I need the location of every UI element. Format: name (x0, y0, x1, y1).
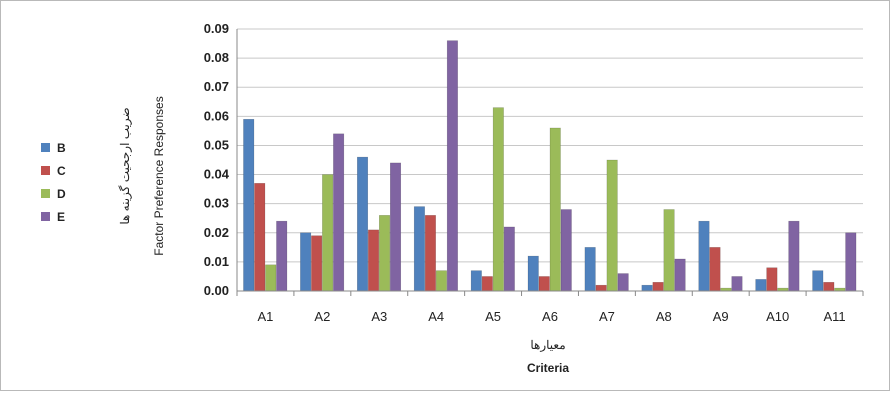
bar-B-A10 (755, 279, 767, 292)
bar-E-A4 (446, 40, 458, 292)
bar-B-A1 (243, 118, 255, 292)
y-tick-label: 0.02 (204, 225, 229, 240)
bar-D-A7 (606, 159, 618, 292)
bar-C-A11 (823, 282, 835, 292)
bar-B-A8 (641, 284, 653, 292)
legend-swatch-B (41, 143, 50, 152)
bar-B-A2 (300, 232, 312, 292)
x-category-label: A7 (599, 309, 615, 324)
bars (243, 40, 857, 292)
x-category-label: A9 (713, 309, 729, 324)
bar-D-A8 (663, 209, 675, 292)
bar-C-A2 (311, 235, 323, 292)
bar-E-A2 (333, 133, 345, 292)
x-axis-title: Criteria (527, 361, 569, 375)
legend-label: B (57, 141, 66, 155)
bar-C-A6 (538, 276, 550, 292)
x-category-label: A6 (542, 309, 558, 324)
bar-B-A9 (698, 220, 710, 292)
bar-E-A6 (560, 209, 572, 292)
legend-label: D (57, 187, 66, 201)
bar-D-A6 (549, 127, 561, 292)
bar-E-A8 (674, 258, 686, 292)
bar-D-A1 (265, 264, 277, 292)
x-category-label: A8 (656, 309, 672, 324)
bar-D-A5 (492, 107, 504, 292)
x-category-label: A3 (371, 309, 387, 324)
bar-E-A10 (788, 220, 800, 292)
legend-swatch-E (41, 212, 50, 221)
bar-E-A7 (617, 273, 629, 292)
x-axis-categories: A1 A2 A3 A4 A5 A6 A7 A8 A9 A10 A11 (258, 309, 846, 324)
bar-E-A3 (390, 162, 402, 292)
bar-B-A6 (527, 255, 539, 292)
bar-E-A5 (503, 226, 515, 292)
x-category-label: A5 (485, 309, 501, 324)
bar-E-A9 (731, 276, 743, 292)
bar-D-A4 (435, 270, 447, 292)
legend-swatch-D (41, 189, 50, 198)
y-tick-label: 0.07 (204, 79, 229, 94)
axes (236, 29, 864, 296)
bar-E-A11 (845, 232, 857, 292)
bar-C-A1 (254, 183, 266, 292)
bar-E-A1 (276, 220, 288, 292)
y-tick-label: 0.06 (204, 108, 229, 123)
bar-B-A5 (470, 270, 482, 292)
bar-C-A3 (368, 229, 380, 292)
y-tick-label: 0.00 (204, 283, 229, 298)
legend-swatch-C (41, 166, 50, 175)
y-tick-label: 0.01 (204, 254, 229, 269)
bar-C-A9 (709, 247, 721, 292)
y-tick-label: 0.04 (204, 167, 230, 182)
bar-C-A10 (766, 267, 778, 292)
x-axis-title-persian: معیارها (530, 338, 565, 352)
y-tick-label: 0.08 (204, 50, 229, 65)
x-category-label: A4 (428, 309, 444, 324)
legend-label: E (57, 210, 65, 224)
x-category-label: A2 (314, 309, 330, 324)
y-tick-label: 0.09 (204, 21, 229, 36)
legend-label: C (57, 164, 66, 178)
bar-C-A4 (424, 215, 436, 292)
bar-C-A5 (481, 276, 493, 292)
y-axis-title: Factor Preference Responses (152, 96, 166, 255)
bar-C-A7 (595, 284, 607, 292)
x-category-label: A10 (766, 309, 789, 324)
bar-D-A2 (322, 174, 334, 292)
bar-C-A8 (652, 282, 664, 292)
bar-B-A11 (812, 270, 824, 292)
bar-B-A7 (584, 247, 596, 292)
y-axis-title-persian: ضریب ارجحیت گزینه ها (118, 107, 132, 224)
y-tick-label: 0.05 (204, 137, 229, 152)
x-category-label: A1 (258, 309, 274, 324)
y-axis-ticks: 0.00 0.01 0.02 0.03 0.04 0.05 0.06 0.07 0.08 0.09 (204, 21, 230, 298)
bar-D-A3 (379, 215, 391, 292)
bar-B-A4 (413, 206, 425, 292)
y-tick-label: 0.03 (204, 196, 229, 211)
bar-B-A3 (357, 156, 369, 292)
x-category-label: A11 (823, 309, 845, 324)
